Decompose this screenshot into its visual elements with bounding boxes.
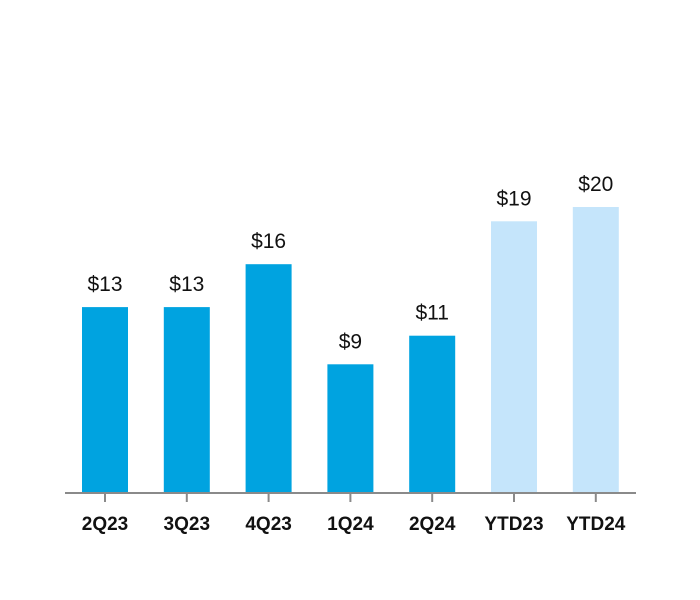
x-tick-label-ytd23: YTD23 [484,514,543,535]
value-labels-group: $13 $13 $16 $9 $11 $19 $20 [87,173,613,353]
bar-2q23 [82,307,128,493]
x-tick-label-ytd24: YTD24 [566,514,626,535]
value-label-ytd23: $19 [496,187,531,210]
value-label-ytd24: $20 [578,173,613,196]
bar-ytd23 [491,221,537,494]
value-label-3q23: $13 [169,273,204,296]
x-tick-label-3q23: 3Q23 [164,514,210,535]
bar-2q24 [409,335,456,493]
value-label-4q23: $16 [251,230,286,253]
x-axis-labels-group: 2Q23 3Q23 4Q23 1Q24 2Q24 YTD23 YTD24 [82,514,626,535]
value-label-2q23: $13 [87,273,122,296]
bars-group [82,207,619,494]
bar-ytd24 [572,207,619,493]
x-axis-ticks-group [104,493,597,502]
x-tick-label-2q23: 2Q23 [82,514,128,535]
bar-1q24 [327,364,374,493]
bar-4q23 [245,264,292,493]
bar-3q23 [163,307,210,493]
value-label-2q24: $11 [415,302,448,325]
value-label-1q24: $9 [339,330,362,353]
x-tick-label-1q24: 1Q24 [327,514,374,535]
x-tick-label-4q23: 4Q23 [245,514,291,535]
x-tick-label-2q24: 2Q24 [409,514,456,535]
